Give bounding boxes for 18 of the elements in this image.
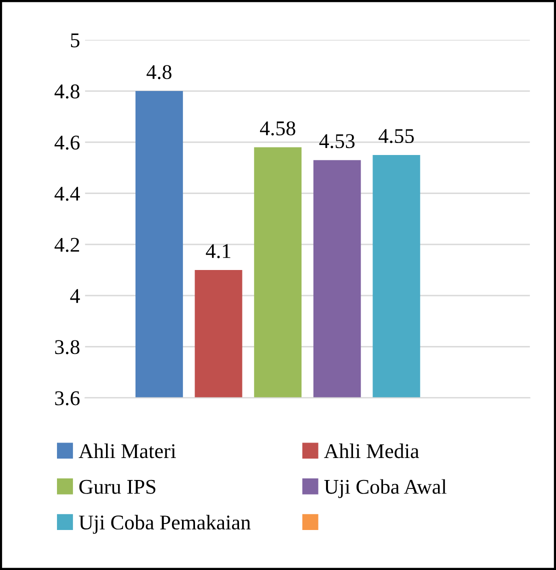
legend-label: Uji Coba Awal [324, 479, 447, 498]
data-label: 4.8 [146, 65, 172, 80]
data-label: 4.1 [206, 244, 230, 258]
legend-label: Ahli Materi [78, 444, 176, 458]
data-label: 4.53 [319, 134, 355, 148]
y-tick-label: 5 [71, 33, 80, 48]
legend-label: Uji Coba Pemakaian [78, 514, 251, 534]
data-label: 4.58 [260, 121, 296, 136]
y-tick-label: 4.8 [54, 84, 80, 99]
y-tick-label: 4.4 [54, 186, 80, 201]
y-tick-label: 4.2 [54, 238, 80, 252]
legend-label: Guru IPS [79, 480, 156, 494]
y-tick-label: 4.6 [54, 136, 80, 150]
y-tick-label: 3.8 [55, 340, 80, 354]
legend-label: Ahli Media [324, 444, 420, 458]
y-tick-label: 3.6 [55, 391, 80, 406]
data-label: 4.55 [378, 129, 414, 144]
y-tick-label: 4 [70, 289, 80, 303]
